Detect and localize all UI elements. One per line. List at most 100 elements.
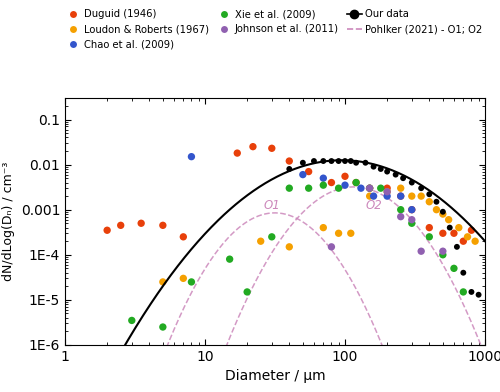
Point xyxy=(180,275,188,281)
Point xyxy=(328,244,336,250)
Point xyxy=(334,230,342,236)
Point xyxy=(362,160,370,166)
Point xyxy=(426,225,434,231)
Point xyxy=(268,234,276,240)
Point xyxy=(383,185,391,191)
Point xyxy=(226,256,234,262)
Point xyxy=(376,185,384,191)
Point xyxy=(286,244,294,250)
Point xyxy=(328,158,336,164)
Point xyxy=(159,279,167,285)
Point xyxy=(352,160,360,166)
Point xyxy=(417,248,425,254)
Point xyxy=(366,193,374,199)
Point xyxy=(396,185,404,191)
Point xyxy=(460,270,468,276)
Point xyxy=(396,214,404,220)
Point xyxy=(453,244,461,250)
Text: O1: O1 xyxy=(264,199,280,212)
Point xyxy=(455,225,463,231)
Point xyxy=(310,158,318,164)
Point xyxy=(471,238,479,244)
Point xyxy=(188,279,196,285)
Point xyxy=(243,289,251,295)
Legend: Duguid (1946), Loudon & Roberts (1967), Chao et al. (2009), Xie et al. (2009), J: Duguid (1946), Loudon & Roberts (1967), … xyxy=(66,9,482,49)
Point xyxy=(188,154,196,160)
Point xyxy=(320,182,328,188)
Point xyxy=(249,143,257,150)
Point xyxy=(426,191,434,198)
Point xyxy=(299,171,307,178)
Point xyxy=(286,185,294,191)
Point xyxy=(396,193,404,199)
Point xyxy=(370,193,378,199)
Point xyxy=(304,185,312,191)
Point xyxy=(417,193,425,199)
Point xyxy=(286,158,294,164)
Point xyxy=(399,175,407,181)
Point xyxy=(460,289,468,295)
Point xyxy=(366,185,374,191)
Point xyxy=(352,180,360,186)
Point xyxy=(103,227,111,233)
Point xyxy=(268,145,276,151)
Point xyxy=(450,230,458,236)
Point xyxy=(460,238,468,244)
Point xyxy=(408,207,416,213)
Point xyxy=(383,169,391,175)
Point xyxy=(408,193,416,199)
Point xyxy=(408,220,416,227)
Point xyxy=(439,252,447,258)
Point xyxy=(396,207,404,213)
Point xyxy=(426,234,434,240)
Point xyxy=(468,227,475,233)
X-axis label: Diameter / μm: Diameter / μm xyxy=(224,369,326,383)
Point xyxy=(439,230,447,236)
Point xyxy=(417,185,425,191)
Point xyxy=(334,185,342,191)
Point xyxy=(408,216,416,223)
Point xyxy=(464,234,471,240)
Text: O2: O2 xyxy=(365,199,382,212)
Point xyxy=(376,166,384,172)
Point xyxy=(439,211,447,217)
Point xyxy=(450,265,458,272)
Point xyxy=(408,207,416,213)
Point xyxy=(320,225,328,231)
Point xyxy=(341,158,349,164)
Point xyxy=(426,199,434,205)
Point xyxy=(370,163,378,170)
Point xyxy=(320,175,328,181)
Point xyxy=(392,171,400,178)
Point xyxy=(320,158,328,164)
Point xyxy=(347,230,355,236)
Point xyxy=(180,234,188,240)
Point xyxy=(366,185,374,191)
Point xyxy=(408,180,416,186)
Point xyxy=(116,222,124,229)
Point xyxy=(328,180,336,186)
Point xyxy=(357,185,365,191)
Point xyxy=(286,166,294,172)
Point xyxy=(439,209,447,215)
Point xyxy=(256,238,264,244)
Point xyxy=(439,248,447,254)
Point xyxy=(383,189,391,195)
Point xyxy=(366,185,374,191)
Point xyxy=(137,220,145,227)
Point xyxy=(383,189,391,195)
Y-axis label: dN/dLog(Dₙ) / cm⁻³: dN/dLog(Dₙ) / cm⁻³ xyxy=(2,162,15,281)
Point xyxy=(304,169,312,175)
Point xyxy=(128,317,136,323)
Point xyxy=(474,292,482,298)
Point xyxy=(234,150,241,156)
Point xyxy=(341,182,349,188)
Point xyxy=(352,180,360,186)
Point xyxy=(341,173,349,180)
Point xyxy=(347,158,355,164)
Point xyxy=(159,222,167,229)
Point xyxy=(446,225,454,231)
Point xyxy=(334,158,342,164)
Point xyxy=(299,160,307,166)
Point xyxy=(432,199,440,205)
